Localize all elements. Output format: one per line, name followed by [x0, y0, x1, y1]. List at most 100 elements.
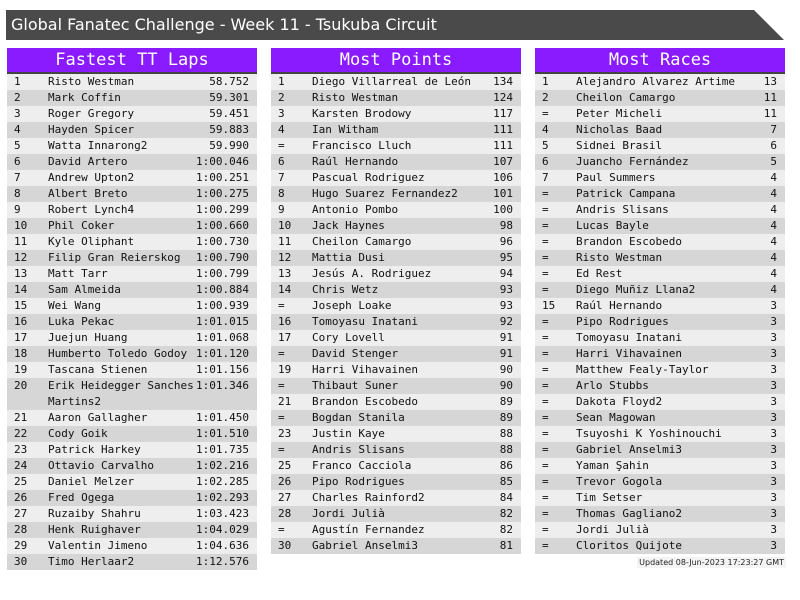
driver-name-cell: Timo Herlaar2 [48, 555, 135, 568]
table-row: 18 Humberto Toledo Godoy 1:01.120 [7, 346, 257, 362]
driver-name-cell: Valentin Jimeno [48, 539, 148, 552]
value-cell: 59.883 [209, 123, 249, 136]
driver-name-cell: Luka Pekac [48, 315, 115, 328]
rank-cell: 12 [14, 251, 28, 264]
driver-name-cell: Gabriel Anselmi3 [312, 539, 418, 552]
table-row: 25 Franco Cacciola 86 [271, 458, 521, 474]
rank-cell: = [542, 443, 549, 456]
rank-cell: = [278, 139, 285, 152]
driver-name-cell: Sam Almeida [48, 283, 121, 296]
rank-cell: 21 [14, 411, 28, 424]
value-cell: 3 [770, 507, 777, 520]
rank-cell: 25 [278, 459, 292, 472]
table-row: 3 Karsten Brodowy 117 [271, 106, 521, 122]
value-cell: 3 [770, 523, 777, 536]
value-cell: 1:00.660 [196, 219, 249, 232]
table-row: 21 Brandon Escobedo 89 [271, 394, 521, 410]
rank-cell: 4 [542, 123, 549, 136]
driver-name-cell: Aaron Gallagher [48, 411, 148, 424]
rank-cell: = [542, 539, 549, 552]
value-cell: 59.990 [209, 139, 249, 152]
value-cell: 1:03.423 [196, 507, 249, 520]
rank-cell: 25 [14, 475, 28, 488]
table-row: = Brandon Escobedo 4 [535, 234, 785, 250]
table-row: 16 Tomoyasu Inatani 92 [271, 314, 521, 330]
table-row: 6 Juancho Fernández 5 [535, 154, 785, 170]
value-cell: 111 [493, 123, 513, 136]
rank-cell: 28 [278, 507, 292, 520]
value-cell: 1:00.884 [196, 283, 249, 296]
driver-name-cell: Brandon Escobedo [576, 235, 682, 248]
driver-name-cell: Cloritos Quijote [576, 539, 682, 552]
most-points-title: Most Points [271, 48, 521, 74]
driver-name-cell: Harri Vihavainen [312, 363, 418, 376]
table-row: = David Stenger 91 [271, 346, 521, 362]
table-row: = Dakota Floyd2 3 [535, 394, 785, 410]
rank-cell: 21 [278, 395, 292, 408]
driver-name-cell: Antonio Pombo [312, 203, 399, 216]
rank-cell: = [278, 299, 285, 312]
rank-cell: = [542, 427, 549, 440]
value-cell: 106 [493, 171, 513, 184]
value-cell: 93 [499, 299, 513, 312]
table-row: 20 Erik Heidegger Sanches Martins2 1:01.34… [7, 378, 257, 410]
rank-cell: = [542, 107, 549, 120]
table-row: = Thomas Gagliano2 3 [535, 506, 785, 522]
driver-name-cell: Joseph Loake [312, 299, 392, 312]
rank-cell: 26 [278, 475, 292, 488]
rank-cell: = [542, 251, 549, 264]
driver-name-cell: Tomoyasu Inatani [312, 315, 418, 328]
value-cell: 111 [493, 139, 513, 152]
table-row: 24 Ottavio Carvalho 1:02.216 [7, 458, 257, 474]
value-cell: 1:00.275 [196, 187, 249, 200]
table-row: 23 Patrick Harkey 1:01.735 [7, 442, 257, 458]
table-row: 6 David Artero 1:00.046 [7, 154, 257, 170]
value-cell: 3 [770, 491, 777, 504]
driver-name-cell: Gabriel Anselmi3 [576, 443, 682, 456]
driver-name-cell: Agustín Fernandez [312, 523, 425, 536]
rank-cell: 26 [14, 491, 28, 504]
driver-name-cell: Kyle Oliphant [48, 235, 135, 248]
value-cell: 3 [770, 443, 777, 456]
table-row: = Patrick Campana 4 [535, 186, 785, 202]
driver-name-cell: Humberto Toledo Godoy [48, 347, 188, 360]
rank-cell: 5 [542, 139, 549, 152]
value-cell: 1:01.735 [196, 443, 249, 456]
value-cell: 85 [499, 475, 513, 488]
table-row: 28 Henk Ruighaver 1:04.029 [7, 522, 257, 538]
driver-name-cell: Andris Slisans [312, 443, 405, 456]
table-row: = Francisco Lluch 111 [271, 138, 521, 154]
driver-name-cell: Pipo Rodrigues [312, 475, 405, 488]
table-row: 13 Matt Tarr 1:00.799 [7, 266, 257, 282]
driver-name-cell: Matthew Fealy-Taylor [576, 363, 709, 376]
rank-cell: 4 [278, 123, 285, 136]
value-cell: 1:01.015 [196, 315, 249, 328]
rank-cell: 16 [14, 315, 28, 328]
table-row: 1 Diego Villarreal de León 134 [271, 74, 521, 90]
table-row: 2 Mark Coffin 59.301 [7, 90, 257, 106]
driver-name-cell: Mark Coffin [48, 91, 121, 104]
driver-name-cell: Justin Kaye [312, 427, 385, 440]
rank-cell: 19 [278, 363, 292, 376]
driver-name-cell: Cheilon Camargo [576, 91, 676, 104]
table-row: 30 Gabriel Anselmi3 81 [271, 538, 521, 554]
rank-cell: 9 [14, 203, 21, 216]
rank-cell: = [542, 267, 549, 280]
value-cell: 93 [499, 283, 513, 296]
driver-name-cell: Roger Gregory [48, 107, 135, 120]
table-row: = Diego Muñiz Llana2 4 [535, 282, 785, 298]
rank-cell: 27 [14, 507, 28, 520]
rank-cell: 15 [542, 299, 556, 312]
driver-name-cell: Dakota Floyd2 [576, 395, 663, 408]
driver-name-cell: Phil Coker [48, 219, 115, 232]
value-cell: 3 [770, 363, 777, 376]
driver-name-cell: Charles Rainford2 [312, 491, 425, 504]
table-row: = Gabriel Anselmi3 3 [535, 442, 785, 458]
value-cell: 6 [770, 139, 777, 152]
rank-cell: 2 [14, 91, 21, 104]
driver-name-cell: Francisco Lluch [312, 139, 412, 152]
value-cell: 1:02.285 [196, 475, 249, 488]
updated-timestamp: Updated 08-Jun-2023 17:23:27 GMT [637, 557, 786, 568]
driver-name-cell: Cory Lovell [312, 331, 385, 344]
rank-cell: 5 [14, 139, 21, 152]
